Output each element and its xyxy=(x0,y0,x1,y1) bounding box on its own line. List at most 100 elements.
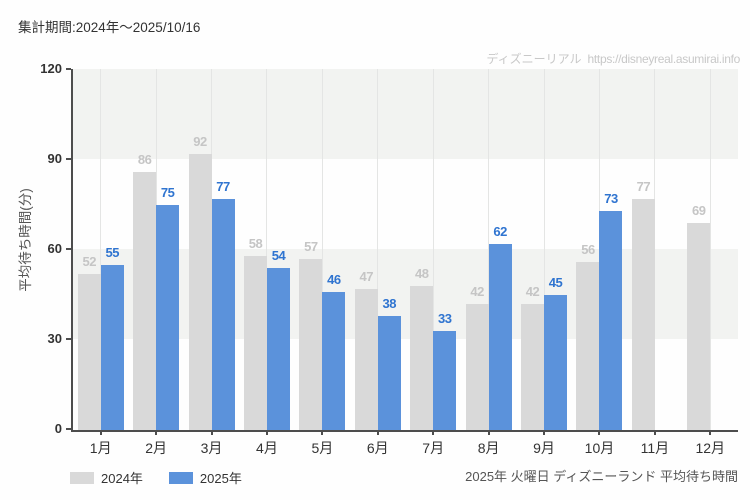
x-tick-5月 xyxy=(321,431,324,435)
y-tick-label-60: 60 xyxy=(47,241,62,256)
bar-value-2025年-3月: 77 xyxy=(216,179,230,194)
gridline-5月 xyxy=(321,69,323,430)
x-tick-label-2月: 2月 xyxy=(145,440,168,456)
bar-2024年-10月[interactable] xyxy=(576,262,600,430)
x-tick-2月 xyxy=(155,431,158,435)
plot-area: 52 86 92 58 57 47 48 42 42 56 77 69 55 75 77 54 46 38 33 62… xyxy=(71,69,738,432)
watermark: ディズニーリアル https://disneyreal.asumirai.info xyxy=(486,50,740,67)
bar-value-2024年-9月: 42 xyxy=(525,284,540,299)
bar-value-2024年-7月: 48 xyxy=(414,266,429,281)
x-tick-label-7月: 7月 xyxy=(422,440,445,456)
bar-value-2025年-1月: 55 xyxy=(105,245,119,260)
bar-2024年-2月[interactable] xyxy=(133,172,157,430)
period-label: 集計期間:2024年〜2025/10/16 xyxy=(18,20,201,35)
bar-value-2024年-1月: 52 xyxy=(82,254,96,269)
bar-2024年-3月[interactable] xyxy=(188,154,212,430)
bar-value-2024年-5月: 57 xyxy=(304,239,318,254)
y-tick-60 xyxy=(66,248,71,250)
x-tick-7月 xyxy=(432,431,435,435)
bar-value-2025年-8月: 62 xyxy=(493,224,507,239)
bar-value-2025年-6月: 38 xyxy=(382,296,397,311)
x-tick-label-8月: 8月 xyxy=(477,440,500,456)
y-tick-30 xyxy=(66,338,71,340)
y-tick-label-90: 90 xyxy=(47,151,62,166)
gridline-11月 xyxy=(654,69,656,430)
x-tick-9月 xyxy=(543,431,546,435)
x-tick-8月 xyxy=(487,431,490,435)
bar-2025年-2月[interactable] xyxy=(156,205,180,430)
x-tick-6月 xyxy=(376,431,379,435)
bar-2024年-1月[interactable] xyxy=(77,274,101,430)
y-tick-label-0: 0 xyxy=(54,421,62,436)
bar-value-2024年-6月: 47 xyxy=(359,269,374,284)
bar-2024年-11月[interactable] xyxy=(631,199,655,430)
bar-2024年-12月[interactable] xyxy=(687,223,711,430)
bar-2025年-5月[interactable] xyxy=(322,292,346,430)
watermark-site-name: ディズニーリアル xyxy=(486,52,582,66)
y-axis-title: 平均待ち時間(分) xyxy=(18,188,33,292)
bar-2025年-1月[interactable] xyxy=(100,265,124,430)
legend-item-2024年[interactable]: 2024年 xyxy=(70,468,143,487)
x-tick-label-11月: 11月 xyxy=(640,440,670,456)
plot-band-30-60 xyxy=(73,249,738,339)
bar-2024年-8月[interactable] xyxy=(465,304,489,430)
gridline-7月 xyxy=(432,69,434,430)
bar-2025年-7月[interactable] xyxy=(433,331,457,430)
y-tick-120 xyxy=(66,68,71,70)
x-tick-3月 xyxy=(210,431,213,435)
x-tick-1月 xyxy=(99,431,102,435)
x-tick-label-4月: 4月 xyxy=(256,440,278,456)
chart-legend: 2024年 2025年 xyxy=(70,468,242,487)
bar-value-2024年-3月: 92 xyxy=(193,134,207,149)
bar-value-2025年-9月: 45 xyxy=(548,275,563,290)
bar-2024年-7月[interactable] xyxy=(410,286,434,430)
chart-caption: 2025年 火曜日 ディズニーランド 平均待ち時間 xyxy=(465,469,738,484)
gridline-4月 xyxy=(266,69,268,430)
y-tick-label-30: 30 xyxy=(47,331,62,346)
legend-label-2024年: 2024年 xyxy=(101,471,143,486)
bar-value-2024年-10月: 56 xyxy=(581,242,595,257)
bar-2025年-6月[interactable] xyxy=(377,316,401,430)
x-tick-4月 xyxy=(265,431,268,435)
bar-2024年-6月[interactable] xyxy=(354,289,378,430)
bar-value-2024年-11月: 77 xyxy=(636,179,651,194)
x-tick-10月 xyxy=(598,431,601,435)
x-tick-label-10月: 10月 xyxy=(584,440,615,456)
x-tick-12月 xyxy=(709,431,712,435)
bar-value-2024年-12月: 69 xyxy=(692,203,706,218)
bar-2025年-4月[interactable] xyxy=(266,268,290,430)
bar-value-2024年-4月: 58 xyxy=(248,236,263,251)
bar-value-2025年-5月: 46 xyxy=(327,272,341,287)
bar-value-2025年-2月: 75 xyxy=(160,185,175,200)
gridline-6月 xyxy=(377,69,379,430)
bar-2024年-4月[interactable] xyxy=(243,256,267,430)
x-tick-label-6月: 6月 xyxy=(366,440,389,456)
watermark-url-link[interactable]: https://disneyreal.asumirai.info xyxy=(587,52,741,66)
x-tick-label-5月: 5月 xyxy=(311,440,334,456)
legend-item-2025年[interactable]: 2025年 xyxy=(168,468,242,487)
x-tick-label-3月: 3月 xyxy=(200,440,223,456)
legend-label-2025年: 2025年 xyxy=(199,471,242,486)
legend-swatch-2024年 xyxy=(70,471,94,484)
gridline-1月 xyxy=(100,69,102,430)
bar-2025年-8月[interactable] xyxy=(488,244,512,430)
bar-value-2024年-2月: 86 xyxy=(137,152,152,167)
x-tick-label-1月: 1月 xyxy=(89,440,112,456)
bar-value-2024年-8月: 42 xyxy=(470,284,484,299)
bar-value-2025年-7月: 33 xyxy=(437,311,452,326)
gridline-12月 xyxy=(709,69,711,430)
x-tick-label-9月: 9月 xyxy=(533,440,555,456)
bar-value-2025年-10月: 73 xyxy=(604,191,618,206)
x-tick-label-12月: 12月 xyxy=(695,440,726,456)
y-tick-label-120: 120 xyxy=(40,61,62,76)
bar-2025年-3月[interactable] xyxy=(211,199,235,430)
bar-value-2025年-4月: 54 xyxy=(271,248,286,263)
bar-2024年-5月[interactable] xyxy=(299,259,323,430)
y-tick-0 xyxy=(66,428,71,430)
bar-2024年-9月[interactable] xyxy=(521,304,545,430)
bar-2025年-9月[interactable] xyxy=(544,295,568,430)
plot-band-90-120 xyxy=(73,69,738,159)
gridline-9月 xyxy=(543,69,545,430)
bar-2025年-10月[interactable] xyxy=(599,211,623,430)
